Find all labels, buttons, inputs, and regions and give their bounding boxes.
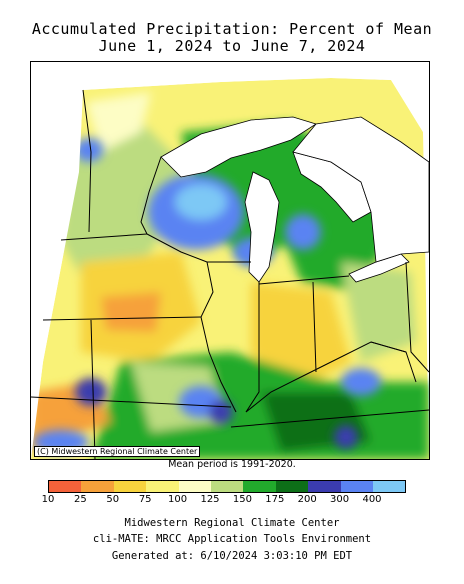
precipitation-map: (C) Midwestern Regional Climate Center bbox=[30, 61, 430, 460]
lake-michigan bbox=[244, 171, 280, 283]
legend-swatch bbox=[81, 481, 114, 492]
legend-tick-label: 50 bbox=[106, 494, 120, 505]
legend-swatch bbox=[308, 481, 341, 492]
border-mn-north bbox=[82, 89, 92, 233]
outside-north bbox=[83, 62, 391, 90]
map-date-range: June 1, 2024 to June 7, 2024 bbox=[98, 37, 366, 55]
border-oh-east bbox=[405, 261, 429, 373]
border-in-oh bbox=[312, 281, 317, 373]
legend-tick-label: 200 bbox=[297, 494, 317, 505]
legend-swatch bbox=[275, 481, 309, 492]
copyright-label: (C) Midwestern Regional Climate Center bbox=[34, 446, 201, 457]
footer-generated: Generated at: 6/10/2024 3:03:10 PM EDT bbox=[111, 550, 353, 562]
outside-east bbox=[391, 62, 429, 182]
legend-tick-label: 25 bbox=[74, 494, 87, 505]
map-title: Accumulated Precipitation: Percent of Me… bbox=[31, 20, 433, 38]
lake-superior bbox=[160, 116, 317, 178]
legend-swatch bbox=[178, 481, 211, 492]
legend-swatch bbox=[49, 481, 82, 492]
border-ia-il-river bbox=[200, 261, 237, 413]
border-wv bbox=[370, 341, 417, 383]
mean-period-note: Mean period is 1991-2020. bbox=[168, 459, 296, 470]
legend-tick-label: 10 bbox=[41, 494, 55, 505]
legend-tick-label: 75 bbox=[138, 494, 152, 505]
legend-swatch bbox=[210, 481, 244, 492]
legend-swatch bbox=[340, 481, 373, 492]
border-mi-in-oh bbox=[258, 275, 350, 285]
footer-app: cli-MATE: MRCC Application Tools Environ… bbox=[92, 533, 372, 545]
legend-tick-label: 150 bbox=[232, 494, 252, 505]
legend-tick-label: 400 bbox=[362, 494, 382, 505]
border-il-in bbox=[245, 282, 260, 413]
border-mo-ks bbox=[90, 319, 96, 459]
footer-org: Midwestern Regional Climate Center bbox=[124, 517, 340, 529]
core-wisconsin-lightblue bbox=[175, 184, 227, 220]
core-tennessee-blue bbox=[334, 425, 358, 449]
core-kansas-blue bbox=[75, 378, 107, 406]
core-kentucky-blue bbox=[341, 368, 381, 396]
ontario-land bbox=[292, 116, 429, 263]
state-borders bbox=[31, 89, 429, 459]
legend-tick-label: 300 bbox=[330, 494, 350, 505]
color-legend bbox=[48, 480, 407, 493]
legend-tick-label: 175 bbox=[265, 494, 285, 505]
zone-northwest-cream bbox=[86, 92, 151, 152]
border-ky-tn bbox=[230, 409, 429, 428]
legend-swatch bbox=[113, 481, 147, 492]
border-south bbox=[31, 396, 232, 408]
border-ia-mo bbox=[42, 316, 202, 321]
outside-west bbox=[31, 62, 83, 459]
core-lower-michigan-blue bbox=[285, 214, 321, 250]
legend-swatch bbox=[372, 481, 406, 492]
zone-ohio-green bbox=[341, 262, 416, 362]
map-canvas bbox=[31, 62, 429, 459]
border-mn-ia bbox=[60, 233, 148, 241]
border-ia-wi-il bbox=[146, 233, 208, 263]
core-northwest-blue bbox=[75, 138, 103, 162]
legend-swatch bbox=[146, 481, 179, 492]
core-illinois-south-blue bbox=[209, 400, 233, 424]
legend-labels: 10 25 50 75 100 125 150 175 200 300 400 bbox=[30, 494, 430, 508]
border-mn-wi bbox=[140, 156, 162, 235]
legend-swatch bbox=[243, 481, 276, 492]
zone-iowa-orange bbox=[101, 292, 161, 332]
legend-tick-label: 125 bbox=[200, 494, 220, 505]
legend-tick-label: 100 bbox=[168, 494, 188, 505]
